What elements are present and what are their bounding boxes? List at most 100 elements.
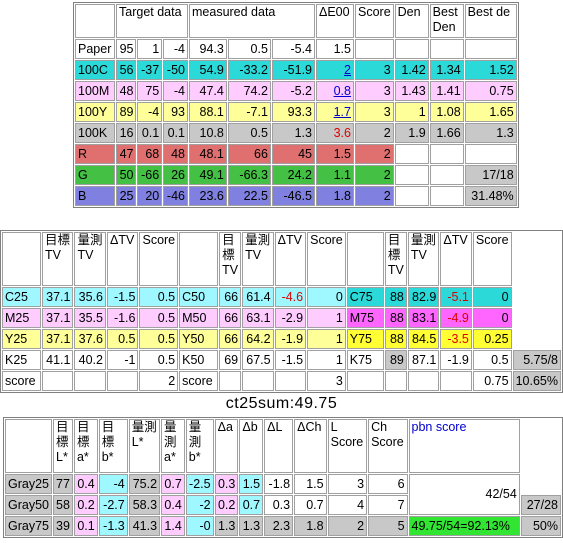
t2-score-total-3: 0.75 [472, 371, 512, 391]
t2-score: 0.5 [139, 350, 179, 370]
t1-score-value: 2 [355, 123, 394, 143]
t2-score-row: score 2 score 3 0.75 10.65% [2, 371, 561, 391]
t1-measured-value: -46.5 [271, 186, 315, 206]
t2-extra-cell [513, 308, 561, 328]
t1-de00-value: 1.5 [316, 39, 354, 59]
t3-pbn-fraction: 42/54 [408, 474, 520, 515]
t2-patch-name: K75 [346, 350, 384, 370]
t1-measured-value: 48.1 [189, 144, 227, 164]
t2-patch-name: Y75 [346, 329, 384, 349]
t2-score-total-2: 3 [307, 371, 346, 391]
t2-h-measured: 量測TV [74, 232, 106, 286]
t1-target-value: 68 [137, 144, 163, 164]
t1-measured-value: 94.3 [189, 39, 227, 59]
t2-patch-name: C25 [2, 287, 41, 307]
t1-score-value: 3 [355, 81, 394, 101]
t2-target-tv: 88 [384, 287, 407, 307]
t3-h-db: Δb [239, 419, 264, 473]
t1-target-value: -4 [137, 102, 163, 122]
t1-measured-value: 1.3 [271, 123, 315, 143]
t2-score-total-1: 2 [139, 371, 179, 391]
t2-delta-tv: -1.9 [274, 329, 307, 349]
t2-target-tv: 66 [219, 329, 242, 349]
t1-measured-value: 24.2 [271, 165, 315, 185]
t1-patch-name: 100M [75, 81, 115, 101]
t1-patch-name: R [75, 144, 115, 164]
t2-empty [274, 371, 307, 391]
t1-target-value: -4 [163, 81, 188, 101]
t2-measured-tv: 35.6 [74, 287, 106, 307]
t1-patch-name: B [75, 186, 115, 206]
t2-row: M25 37.1 35.5 -1.6 0.5 M50 66 63.1 -2.9 1 M75 88 83.… [2, 308, 561, 328]
t2-score: 0.5 [139, 308, 179, 328]
t2-h-measured3: 量測TV [407, 232, 440, 286]
t2-delta-tv: -3.5 [440, 329, 472, 349]
t1-header-den: Den [394, 4, 429, 38]
t3-value: 4 [327, 495, 368, 515]
t2-measured-tv: 35.5 [74, 308, 106, 328]
t1-target-value: 95 [116, 39, 137, 59]
t2-target-tv: 37.1 [41, 308, 74, 328]
t1-den-value [394, 39, 429, 59]
t2-h-score: Score [139, 232, 179, 286]
t1-target-value: 1 [137, 39, 163, 59]
t2-score: 1 [307, 308, 346, 328]
t2-delta-tv: -4.6 [274, 287, 307, 307]
t2-patch-name: M75 [346, 308, 384, 328]
t2-measured-tv: 83.1 [407, 308, 440, 328]
t1-den-value: 1.43 [394, 81, 429, 101]
t3-h-da: Δa [214, 419, 239, 473]
t2-delta-tv: -1 [106, 350, 139, 370]
t1-best-den-value [429, 39, 464, 59]
t1-header-score: Score [355, 4, 394, 38]
t2-measured-tv: 61.4 [242, 287, 274, 307]
t2-extra-cell: 5.75/8 [512, 350, 561, 370]
t3-value: -2.7 [98, 495, 128, 515]
t2-patch-name: Y25 [2, 329, 41, 349]
t3-h-dl: ΔL [264, 419, 294, 473]
t2-delta-tv: -5.1 [440, 287, 472, 307]
t2-extra-cell [513, 287, 561, 307]
t3-value: 1.4 [161, 516, 185, 536]
t2-measured-tv: 40.2 [74, 350, 106, 370]
t2-h-score2: Score [307, 232, 346, 286]
t1-row: 100Y 89 -4 93 88.1 -7.1 93.3 1.7 3 1 1.08 1.65 [75, 102, 517, 122]
t2-target-tv: 88 [384, 308, 407, 328]
t1-target-value: 47 [116, 144, 137, 164]
t1-row: 100M 48 75 -4 47.4 74.2 -5.2 0.8 3 1.43 1.41 0.75 [75, 81, 517, 101]
t3-value: 2.3 [264, 516, 294, 536]
t2-measured-tv: 63.1 [242, 308, 274, 328]
t3-value: 0.3 [214, 474, 239, 494]
t1-score-value: 3 [355, 60, 394, 80]
t2-h-target3: 目標TV [384, 232, 407, 286]
t2-extra-cell [513, 329, 561, 349]
t1-header-best-den: Best Den [429, 4, 464, 38]
t3-extra-empty [521, 474, 561, 494]
t1-de00-value[interactable]: 2 [316, 60, 354, 80]
t1-target-value: -4 [163, 39, 188, 59]
t1-target-value: 50 [116, 165, 137, 185]
t3-value: 1.5 [294, 474, 327, 494]
t2-target-tv: 66 [219, 308, 242, 328]
t2-measured-tv: 84.5 [407, 329, 440, 349]
t1-de00-value[interactable]: 0.8 [316, 81, 354, 101]
t2-target-tv: 66 [219, 287, 242, 307]
t3-value: 75.2 [128, 474, 161, 494]
t1-best-den-value [429, 165, 464, 185]
t2-h-extra [513, 232, 561, 286]
t1-patch-name: G [75, 165, 115, 185]
t1-de00-value[interactable]: 1.7 [316, 102, 354, 122]
t3-value: 0.1 [73, 516, 98, 536]
tone-value-table: 目標TV 量測TV ΔTV Score 目標TV 量測TV ΔTV Score … [0, 230, 563, 393]
t2-score: 0.5 [139, 329, 179, 349]
t2-h-dtv: ΔTV [106, 232, 139, 286]
t3-patch-name: Gray75 [5, 516, 52, 536]
t2-h-measured2: 量測TV [242, 232, 274, 286]
t1-measured-value: -7.1 [227, 102, 271, 122]
t1-best-de-value: 31.48% [464, 186, 517, 206]
t2-score: 1 [307, 350, 346, 370]
t2-empty [440, 371, 472, 391]
t2-delta-tv: -2.9 [274, 308, 307, 328]
t2-delta-tv: -1.6 [106, 308, 139, 328]
t3-value: -4 [98, 474, 128, 494]
